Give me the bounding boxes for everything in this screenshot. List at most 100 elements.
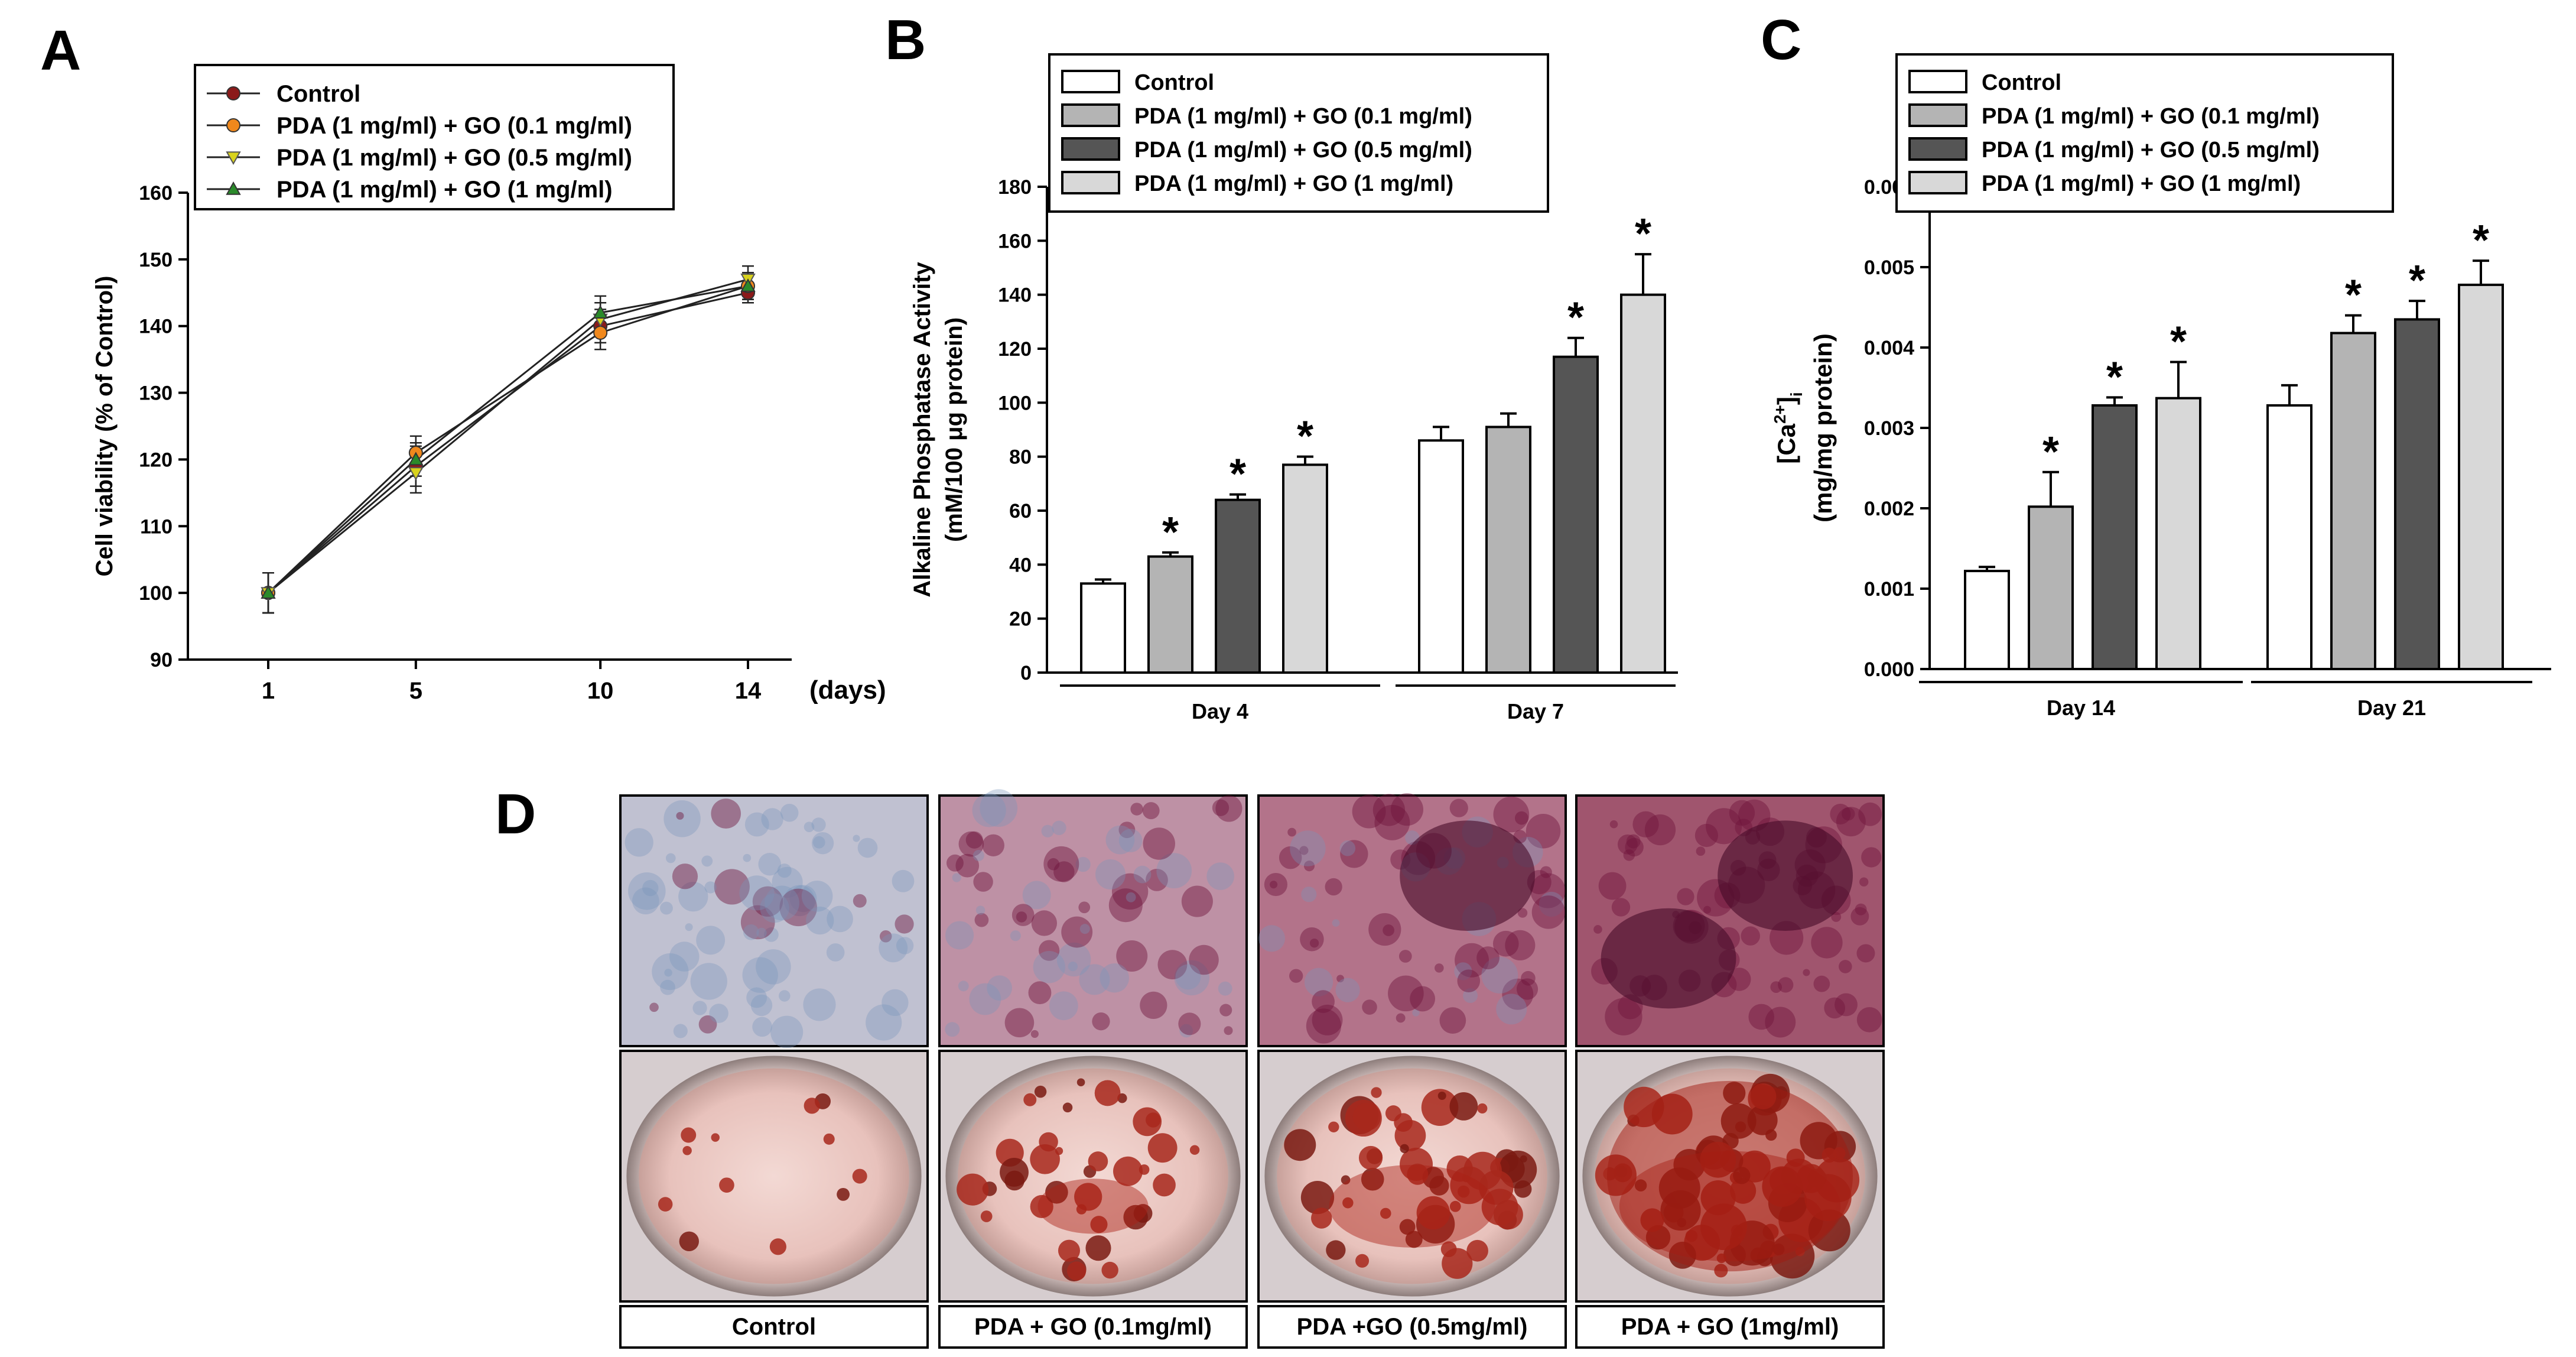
- micrograph-image: [938, 794, 1248, 1047]
- mineral-nodule: [1023, 1093, 1037, 1106]
- micrograph-texture: [1181, 885, 1213, 917]
- micrograph-texture: [1061, 916, 1093, 948]
- micrograph-texture: [676, 811, 684, 820]
- y-tick-label-a: 120: [139, 449, 173, 471]
- legend-swatch-b: [1061, 70, 1120, 93]
- micrograph-texture: [1729, 800, 1755, 826]
- mineral-nodule: [823, 1133, 835, 1145]
- y-tick-label-a: 150: [139, 249, 173, 271]
- mineral-nodule: [1113, 1156, 1143, 1186]
- legend-label-a: PDA (1 mg/ml) + GO (1 mg/ml): [277, 177, 613, 203]
- micrograph-texture: [1457, 969, 1481, 992]
- micrograph-texture: [1174, 960, 1209, 996]
- y-tick-label-b: 80: [1009, 446, 1032, 469]
- data-point-a: [261, 585, 276, 599]
- micrograph-texture: [669, 942, 700, 972]
- micrograph-texture: [1738, 799, 1771, 832]
- micrograph-texture: [1130, 803, 1143, 816]
- micrograph-stain-blob: [1601, 908, 1736, 1009]
- x-tick-label-a: 5: [409, 678, 422, 704]
- legend-c: Control PDA (1 mg/ml) + GO (0.1 mg/ml) PDA…: [1895, 53, 2394, 213]
- image-label-box: [619, 1305, 929, 1349]
- y-tick-label-a: 110: [140, 515, 173, 538]
- mineral-nodule: [1385, 1105, 1401, 1122]
- legend-label-a: PDA (1 mg/ml) + GO (0.1 mg/ml): [277, 113, 632, 139]
- micrograph-texture: [945, 921, 974, 950]
- mineral-nodule: [1449, 1092, 1478, 1121]
- bar-b: [1282, 463, 1328, 674]
- mineral-nodule: [1371, 1087, 1382, 1098]
- series-line-a: [268, 291, 749, 594]
- significance-star-c: *: [2170, 318, 2187, 365]
- micrograph-texture: [1856, 1007, 1882, 1033]
- y-tick-label-a: 140: [139, 316, 173, 338]
- micrograph-texture: [811, 832, 834, 855]
- micrograph-texture: [1835, 993, 1858, 1017]
- micrograph-texture: [803, 988, 836, 1021]
- micrograph-texture: [1143, 827, 1175, 860]
- y-tick-label-c: 0.003: [1864, 417, 1914, 440]
- micrograph-texture: [765, 885, 799, 921]
- micrograph-texture: [1352, 794, 1386, 829]
- significance-star-c: *: [2409, 257, 2425, 304]
- micrograph-texture: [1372, 794, 1406, 826]
- micrograph-texture: [1514, 811, 1528, 825]
- micrograph-texture: [1856, 944, 1875, 963]
- micrograph-texture: [1079, 964, 1110, 995]
- micrograph-texture: [1836, 807, 1866, 837]
- micrograph-texture: [1215, 795, 1243, 822]
- mineral-nodule: [1055, 1147, 1063, 1155]
- micrograph-texture: [866, 1004, 902, 1041]
- mineral-nodule: [1449, 1200, 1461, 1212]
- micrograph-texture: [896, 937, 914, 955]
- significance-star-b: *: [1567, 294, 1584, 342]
- mineral-nodule: [1352, 1103, 1381, 1131]
- micrograph-texture: [892, 869, 915, 892]
- micrograph-texture: [746, 987, 767, 1008]
- micrograph-texture: [1258, 925, 1285, 952]
- micrograph-texture: [1521, 970, 1536, 986]
- mineral-nodule: [1429, 1176, 1449, 1196]
- dish-red-stain: [1037, 1179, 1149, 1234]
- micrograph-texture: [952, 873, 961, 882]
- bar-b: [1485, 426, 1531, 674]
- micrograph-texture: [1609, 820, 1618, 829]
- legend-label-c: PDA (1 mg/ml) + GO (0.1 mg/ml): [1982, 104, 2320, 129]
- mineral-nodule: [1094, 1080, 1121, 1106]
- micrograph-texture: [857, 837, 878, 858]
- micrograph-texture: [704, 881, 717, 894]
- x-tick-label-a: 10: [587, 678, 614, 704]
- micrograph-texture: [1030, 1030, 1039, 1038]
- mineral-nodule: [1062, 1102, 1073, 1113]
- mineral-nodule: [1085, 1235, 1111, 1261]
- micrograph-texture: [1605, 998, 1642, 1035]
- mineral-nodule: [1066, 1261, 1087, 1281]
- micrograph-texture: [752, 1017, 772, 1037]
- legend-swatch-b: [1061, 137, 1120, 161]
- micrograph-texture: [812, 836, 825, 849]
- image-label: PDA +GO (0.5mg/ml): [1297, 1314, 1528, 1340]
- micrograph-texture: [1505, 930, 1536, 960]
- micrograph-texture: [1383, 924, 1394, 936]
- mineral-nodule: [1074, 1183, 1102, 1211]
- micrograph-texture: [1056, 942, 1091, 977]
- micrograph-texture: [779, 888, 817, 927]
- data-point-a: [593, 305, 608, 319]
- micrograph-texture: [1396, 1013, 1406, 1023]
- micrograph-texture: [1049, 991, 1078, 1021]
- micrograph-texture: [1842, 807, 1855, 821]
- micrograph-texture: [1289, 969, 1303, 983]
- mineral-nodule: [682, 1146, 692, 1155]
- micrograph-texture: [770, 1015, 804, 1048]
- y-tick-label-c: 0.001: [1864, 578, 1914, 600]
- micrograph-texture: [1502, 978, 1534, 1010]
- micrograph-texture: [779, 990, 791, 1002]
- mineral-nodule: [1342, 1197, 1354, 1209]
- micrograph-texture: [1493, 796, 1530, 833]
- image-label: PDA + GO (1mg/ml): [1621, 1314, 1839, 1340]
- mineral-nodule: [1380, 1207, 1391, 1219]
- micrograph-texture: [1335, 978, 1360, 1002]
- mineral-nodule: [1493, 1200, 1523, 1230]
- micrograph-texture: [1108, 888, 1143, 923]
